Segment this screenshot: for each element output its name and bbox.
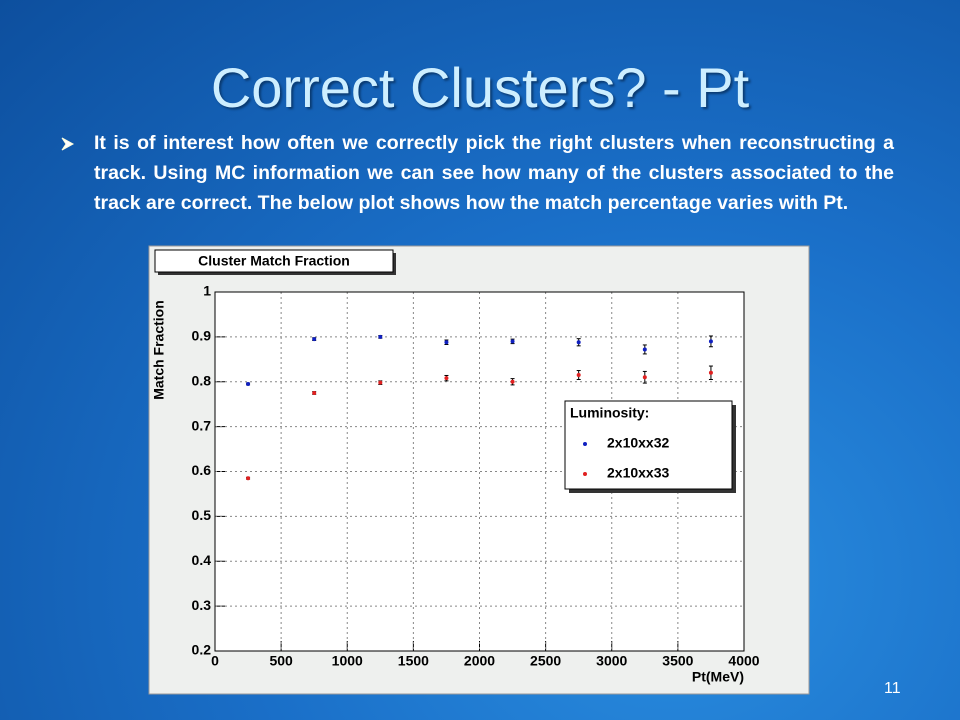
y-tick-label: 0.3 <box>192 597 212 613</box>
legend-label: 2x10xx33 <box>607 465 670 481</box>
point <box>246 476 251 481</box>
chart-title: Cluster Match Fraction <box>198 253 350 269</box>
legend-marker <box>583 442 587 446</box>
y-tick-label: 0.6 <box>192 462 212 478</box>
bullet-arrow <box>61 137 75 151</box>
legend-marker <box>583 472 587 476</box>
slide-title: Correct Clusters? - Pt <box>210 56 750 119</box>
point <box>708 339 713 344</box>
x-axis-label: Pt(MeV) <box>692 669 744 685</box>
point <box>312 390 317 395</box>
point <box>510 379 515 384</box>
point <box>312 337 317 342</box>
x-tick-label: 3500 <box>662 653 693 669</box>
legend-box <box>564 400 733 490</box>
page-number: 11 <box>884 680 901 697</box>
point <box>246 381 251 386</box>
point <box>708 370 713 375</box>
x-tick-label: 3000 <box>596 653 627 669</box>
y-axis-label: Match Fraction <box>151 300 167 400</box>
x-tick-label: 1500 <box>398 653 429 669</box>
legend-label: 2x10xx32 <box>607 435 670 451</box>
point <box>510 339 515 344</box>
bullet-text: It is of interest how often we correctly… <box>94 132 894 214</box>
point <box>444 376 449 381</box>
point <box>576 373 581 378</box>
x-tick-label: 2500 <box>530 653 561 669</box>
y-tick-label: 0.7 <box>192 417 212 433</box>
title-box <box>154 249 394 273</box>
x-tick-label: 2000 <box>464 653 495 669</box>
point <box>444 340 449 345</box>
y-tick-label: 0.5 <box>192 507 212 523</box>
y-tick-label: 0.2 <box>192 642 212 658</box>
y-tick-label: 0.4 <box>192 552 212 568</box>
point <box>378 380 383 385</box>
point <box>642 375 647 380</box>
x-tick-label: 500 <box>269 653 293 669</box>
y-tick-label: 1 <box>203 283 211 299</box>
point <box>576 340 581 345</box>
x-tick-label: 0 <box>211 653 219 669</box>
y-tick-label: 0.8 <box>192 372 212 388</box>
x-tick-label: 1000 <box>332 653 363 669</box>
x-tick-label: 4000 <box>728 653 759 669</box>
legend-title: Luminosity: <box>570 405 649 421</box>
axes-frame <box>214 291 745 652</box>
point <box>642 347 647 352</box>
point <box>378 334 383 339</box>
y-tick-label: 0.9 <box>192 328 212 344</box>
